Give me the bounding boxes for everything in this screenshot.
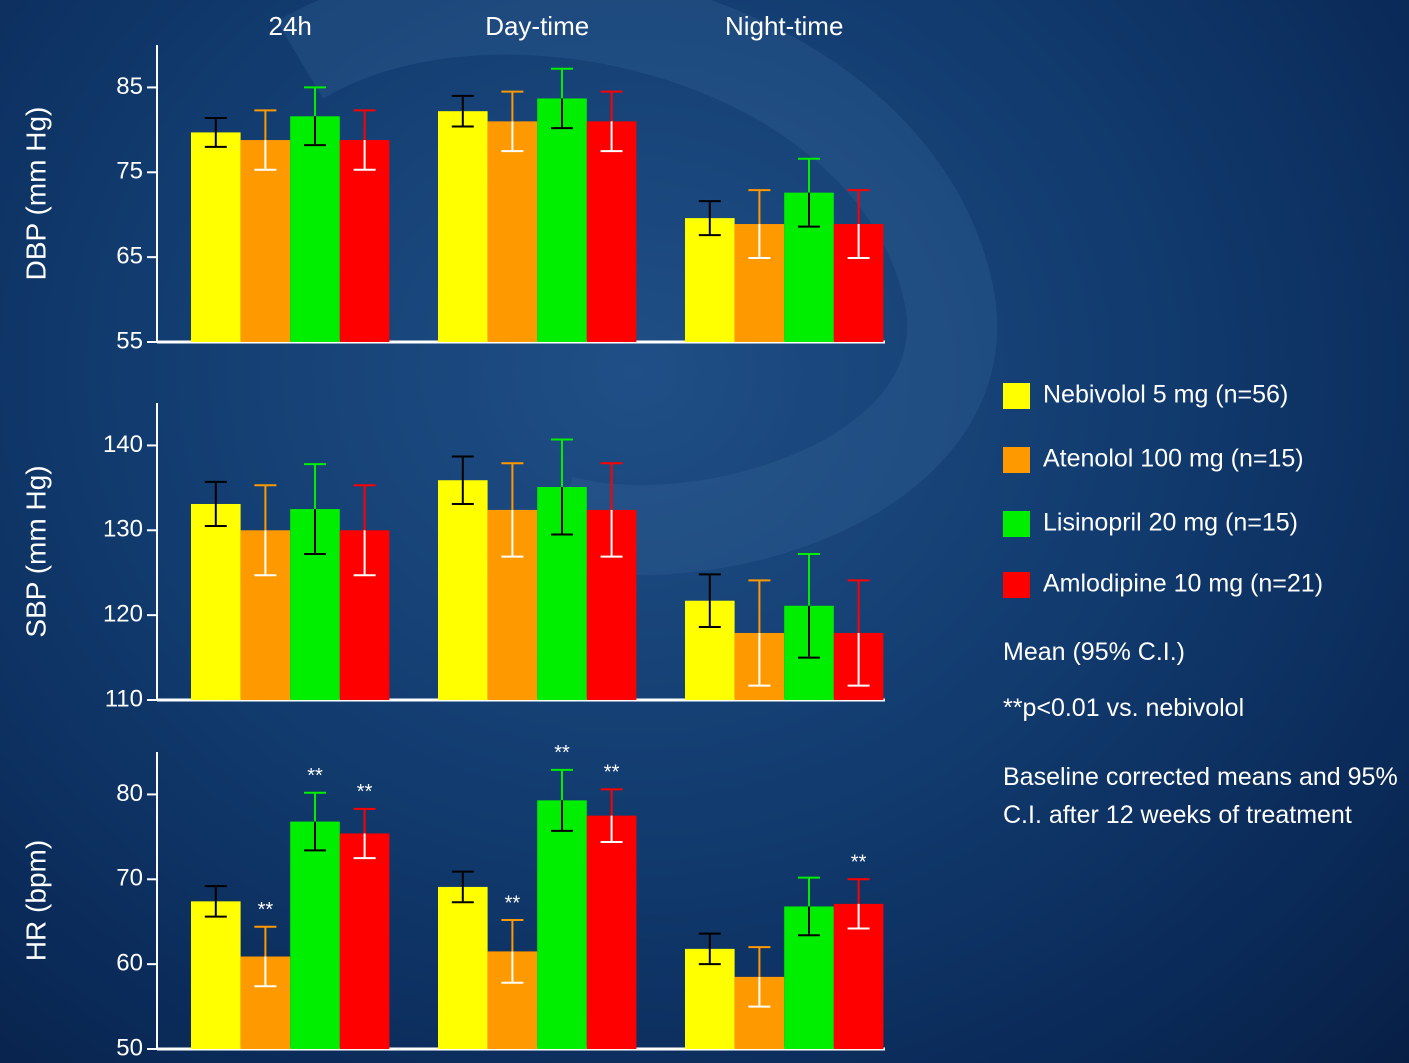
- page: 24h Day-time Night-time 55 65 75 85 DBP (mm Hg)…: [0, 0, 1409, 1063]
- y-tick-label: 120: [103, 600, 143, 627]
- bar: [191, 132, 241, 342]
- y-tick-label: 70: [116, 865, 143, 892]
- bar: [587, 816, 637, 1049]
- legend-label: Amlodipine 10 mg (n=21): [1043, 570, 1323, 598]
- legend-swatch: [1003, 572, 1030, 598]
- category-label: Day-time: [485, 11, 589, 41]
- significance-label: **: [554, 742, 570, 764]
- y-tick-label: 110: [105, 685, 143, 712]
- note: Mean (95% C.I.): [1003, 633, 1185, 671]
- y-tick-label: 140: [103, 431, 143, 458]
- y-axis-label: DBP (mm Hg): [20, 107, 51, 281]
- significance-label: **: [851, 852, 867, 874]
- significance-label: **: [258, 899, 274, 921]
- significance-label: **: [357, 781, 373, 803]
- y-tick-label: 55: [116, 327, 143, 354]
- legend-label: Nebivolol 5 mg (n=56): [1043, 381, 1288, 409]
- bar: [191, 504, 241, 700]
- legend-label: Lisinopril 20 mg (n=15): [1043, 509, 1298, 537]
- chart: 24h Day-time Night-time 55 65 75 85 DBP (mm Hg)…: [0, 0, 1409, 1063]
- category-label: Night-time: [725, 11, 843, 41]
- bar: [438, 887, 488, 1049]
- bar: [290, 822, 340, 1049]
- legend-label: Atenolol 100 mg (n=15): [1043, 445, 1304, 473]
- bar: [685, 218, 735, 342]
- bar: [438, 480, 488, 700]
- legend-swatch: [1003, 447, 1030, 473]
- y-tick-label: 130: [103, 516, 143, 543]
- y-tick-label: 60: [116, 949, 143, 976]
- bar: [290, 116, 340, 342]
- significance-label: **: [505, 892, 521, 914]
- legend-swatch: [1003, 383, 1030, 409]
- y-tick-label: 65: [116, 242, 143, 269]
- bar: [438, 111, 488, 342]
- note: Baseline corrected means and 95% C.I. af…: [1003, 758, 1403, 834]
- bar: [537, 800, 587, 1049]
- y-axis-label: SBP (mm Hg): [20, 465, 51, 637]
- significance-label: **: [604, 762, 620, 784]
- category-label: 24h: [269, 11, 312, 41]
- bar: [537, 98, 587, 342]
- bar: [340, 833, 390, 1049]
- y-tick-label: 85: [116, 73, 143, 100]
- bar: [587, 121, 637, 342]
- y-axis-label: HR (bpm): [20, 840, 51, 961]
- note: **p<0.01 vs. nebivolol: [1003, 689, 1244, 727]
- y-tick-label: 50: [116, 1034, 143, 1061]
- bar: [191, 901, 241, 1049]
- significance-label: **: [307, 765, 323, 787]
- y-tick-label: 75: [116, 158, 143, 185]
- legend-swatch: [1003, 511, 1030, 537]
- y-tick-label: 80: [116, 780, 143, 807]
- bar: [488, 121, 538, 342]
